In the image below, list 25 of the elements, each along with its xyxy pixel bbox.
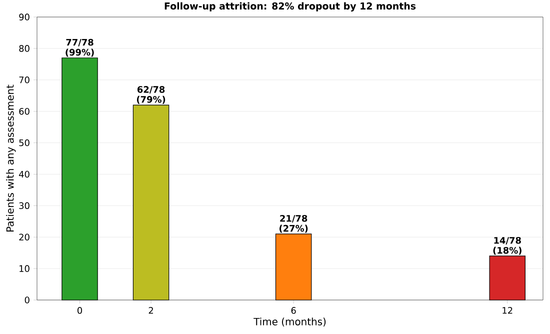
y-tick-label: 40 (19, 170, 30, 178)
data-label: 21/78 (27%) (280, 214, 308, 233)
bar (275, 234, 312, 300)
y-tick-label: 10 (20, 265, 30, 272)
y-tick-label: 30 (19, 202, 30, 210)
y-tick-label: 70 (19, 76, 30, 84)
x-tick-label: 0 (78, 307, 82, 314)
bar (62, 58, 98, 300)
y-tick-label: 60 (19, 108, 30, 115)
y-tick-label: 80 (19, 45, 30, 52)
x-tick-label: 2 (148, 307, 153, 314)
x-tick-label: 12 (502, 307, 512, 314)
bar (132, 104, 170, 300)
bar (489, 256, 526, 300)
chart-title: Follow-up attrition: 82% dropout by 12 months (164, 2, 416, 12)
y-tick-label: 90 (19, 14, 30, 20)
x-axis-title: Time (months) (254, 318, 326, 327)
y-tick-label: 50 (19, 139, 30, 146)
y-tick-label: 20 (19, 234, 30, 240)
data-label: 77/78 (99%) (66, 38, 94, 57)
data-label: 14/78 (18%) (493, 236, 522, 255)
y-tick-label: 0 (24, 296, 30, 304)
x-tick-label: 6 (291, 307, 296, 314)
data-label: 62/78 (79%) (136, 86, 166, 104)
y-axis-title: Patients with any assessment (6, 84, 16, 232)
